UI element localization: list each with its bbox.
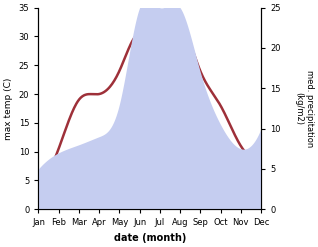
Y-axis label: med. precipitation
(kg/m2): med. precipitation (kg/m2) (294, 70, 314, 147)
X-axis label: date (month): date (month) (114, 233, 186, 243)
Y-axis label: max temp (C): max temp (C) (4, 77, 13, 140)
